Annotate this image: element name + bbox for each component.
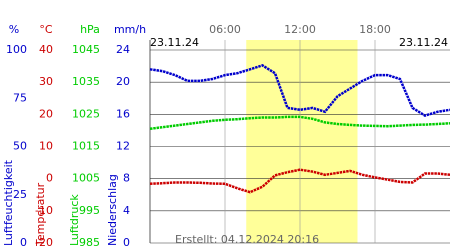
y-tick-label: 75 <box>13 91 27 104</box>
y-tick-label: 995 <box>79 204 100 217</box>
x-tick-label: 18:00 <box>359 23 391 36</box>
y-tick-label: 1025 <box>72 107 100 120</box>
axis-title: Luftdruck <box>68 194 81 246</box>
y-tick-label: 1035 <box>72 75 100 88</box>
y-tick-label: 4 <box>123 204 130 217</box>
series-line <box>149 115 450 131</box>
axis-unit: % <box>9 23 19 36</box>
created-note: Erstellt: 04.12.2024 20:16 <box>175 233 319 246</box>
axis-unit: °C <box>39 23 53 36</box>
axis-title: Temperatur <box>34 182 47 247</box>
y-tick-label: 10 <box>39 140 53 153</box>
axis-title: Niederschlag <box>106 174 119 246</box>
y-tick-label: 16 <box>116 107 130 120</box>
y-tick-label: -10 <box>35 204 53 217</box>
y-tick-label: 20 <box>39 107 53 120</box>
y-tick-label: 30 <box>39 75 53 88</box>
y-tick-label: 985 <box>79 236 100 249</box>
date-start: 23.11.24 <box>150 36 199 49</box>
y-tick-label: 50 <box>13 140 27 153</box>
x-tick-label: 12:00 <box>284 23 316 36</box>
daylight-region <box>246 40 358 243</box>
y-tick-label: 100 <box>6 43 27 56</box>
y-tick-label: 8 <box>123 172 130 185</box>
axis-unit: mm/h <box>114 23 146 36</box>
series-line <box>149 168 450 194</box>
y-tick-label: 1015 <box>72 140 100 153</box>
y-tick-label: 25 <box>13 188 27 201</box>
y-tick-label: 40 <box>39 43 53 56</box>
x-tick-label: 06:00 <box>209 23 241 36</box>
axis-unit: hPa <box>80 23 100 36</box>
y-tick-label: 0 <box>123 236 130 249</box>
y-tick-label: 0 <box>20 236 27 249</box>
y-tick-label: 12 <box>116 140 130 153</box>
date-end: 23.11.24 <box>399 36 448 49</box>
y-tick-label: 24 <box>116 43 130 56</box>
y-tick-label: 0 <box>46 172 53 185</box>
axis-title: Luftfeuchtigkeit <box>2 159 15 246</box>
y-tick-label: 1005 <box>72 172 100 185</box>
y-tick-label: 1045 <box>72 43 100 56</box>
series-line <box>149 64 450 117</box>
y-tick-label: 20 <box>116 75 130 88</box>
y-tick-label: -20 <box>35 236 53 249</box>
